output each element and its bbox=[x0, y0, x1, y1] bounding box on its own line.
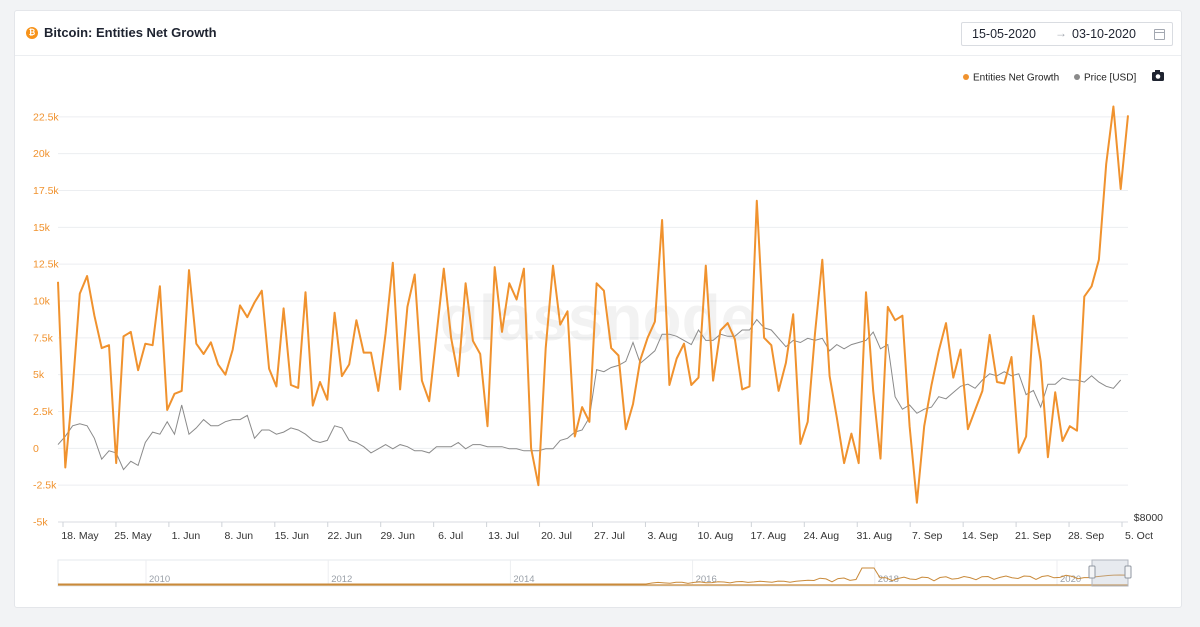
x-tick-label: 20. Jul bbox=[541, 530, 572, 542]
x-tick-label: 25. May bbox=[114, 530, 152, 542]
y-tick-label: 20k bbox=[33, 148, 51, 160]
x-tick-label: 22. Jun bbox=[328, 530, 363, 542]
x-tick-label: 21. Sep bbox=[1015, 530, 1051, 542]
legend-item[interactable]: Price [USD] bbox=[1074, 73, 1136, 84]
navigator-tick-label: 2012 bbox=[331, 574, 352, 585]
x-tick-label: 3. Aug bbox=[648, 530, 678, 542]
bitcoin-icon: ₿ bbox=[26, 27, 38, 39]
series-lines bbox=[57, 105, 1129, 504]
legend-label: Entities Net Growth bbox=[973, 73, 1059, 84]
x-tick-label: 29. Jun bbox=[380, 530, 415, 542]
arrow-right-icon: → bbox=[1055, 26, 1067, 40]
x-tick-label: 8. Jun bbox=[225, 530, 254, 542]
navigator-tick-label: 2016 bbox=[696, 574, 717, 585]
legend: Entities Net Growth Price [USD] bbox=[963, 73, 1136, 84]
y-tick-label: 2.5k bbox=[33, 406, 54, 418]
x-tick-label: 28. Sep bbox=[1068, 530, 1104, 542]
card-header: ₿ Bitcoin: Entities Net Growth 15-05-202… bbox=[15, 11, 1181, 56]
x-tick-label: 24. Aug bbox=[803, 530, 839, 542]
legend-label: Price [USD] bbox=[1084, 73, 1136, 84]
x-tick-label: 1. Jun bbox=[172, 530, 201, 542]
navigator-tick-label: 2010 bbox=[149, 574, 170, 585]
camera-icon[interactable] bbox=[1152, 70, 1164, 81]
x-tick-label: 27. Jul bbox=[594, 530, 625, 542]
x-tick-label: 6. Jul bbox=[438, 530, 463, 542]
legend-dot bbox=[963, 74, 969, 80]
y-tick-label: -2.5k bbox=[33, 480, 57, 492]
y-tick-label: 17.5k bbox=[33, 185, 59, 197]
y-tick-label: 12.5k bbox=[33, 259, 59, 271]
x-tick-label: 10. Aug bbox=[698, 530, 734, 542]
x-axis-ticks: 18. May 25. May 1. Jun 8. Jun 15. Jun 22. Jun… bbox=[61, 522, 1153, 542]
navigator[interactable]: 2010 2012 2014 2016 2018 2020 bbox=[57, 559, 1132, 587]
x-tick-label: 7. Sep bbox=[912, 530, 943, 542]
navigator-selection[interactable] bbox=[1091, 559, 1129, 587]
x-tick-label: 13. Jul bbox=[488, 530, 519, 542]
legend-dot bbox=[1074, 74, 1080, 80]
y-tick-label: 7.5k bbox=[33, 332, 54, 344]
navigator-series-line bbox=[58, 567, 1127, 585]
x-tick-label: 18. May bbox=[61, 530, 99, 542]
date-range-picker[interactable]: 15-05-2020 → 03-10-2020 bbox=[961, 22, 1173, 46]
right-axis-label: $8000 bbox=[1134, 512, 1163, 524]
x-tick-label: 14. Sep bbox=[962, 530, 998, 542]
navigator-tick-label: 2020 bbox=[1060, 574, 1081, 585]
series-entities-net-growth-line bbox=[57, 105, 1129, 504]
y-tick-label: 10k bbox=[33, 296, 51, 308]
y-tick-label: 5k bbox=[33, 369, 45, 381]
chart-card: ₿ Bitcoin: Entities Net Growth 15-05-202… bbox=[14, 10, 1182, 608]
navigator-handle[interactable] bbox=[1124, 565, 1132, 579]
navigator-handle[interactable] bbox=[1088, 565, 1096, 579]
legend-item[interactable]: Entities Net Growth bbox=[963, 73, 1059, 84]
y-tick-label: 22.5k bbox=[33, 111, 59, 123]
y-axis-ticks: 22.5k 20k 17.5k 15k 12.5k 10k 7.5k 5k 2.5k 0 -2.5k… bbox=[33, 111, 59, 528]
y-tick-label: 0 bbox=[33, 443, 39, 455]
navigator-tick-label: 2014 bbox=[513, 574, 534, 585]
date-from-input[interactable]: 15-05-2020 bbox=[972, 27, 1036, 41]
navigator-tick-label: 2018 bbox=[878, 574, 899, 585]
date-to-input[interactable]: 03-10-2020 bbox=[1072, 27, 1136, 41]
calendar-icon[interactable] bbox=[1154, 29, 1165, 40]
x-tick-label: 17. Aug bbox=[751, 530, 787, 542]
y-tick-label: 15k bbox=[33, 222, 51, 234]
x-tick-label: 5. Oct bbox=[1125, 530, 1153, 542]
page-title: Bitcoin: Entities Net Growth bbox=[44, 25, 217, 40]
y-tick-label: -5k bbox=[33, 517, 48, 529]
x-tick-label: 15. Jun bbox=[275, 530, 310, 542]
x-tick-label: 31. Aug bbox=[856, 530, 892, 542]
navigator-frame bbox=[57, 559, 1129, 587]
